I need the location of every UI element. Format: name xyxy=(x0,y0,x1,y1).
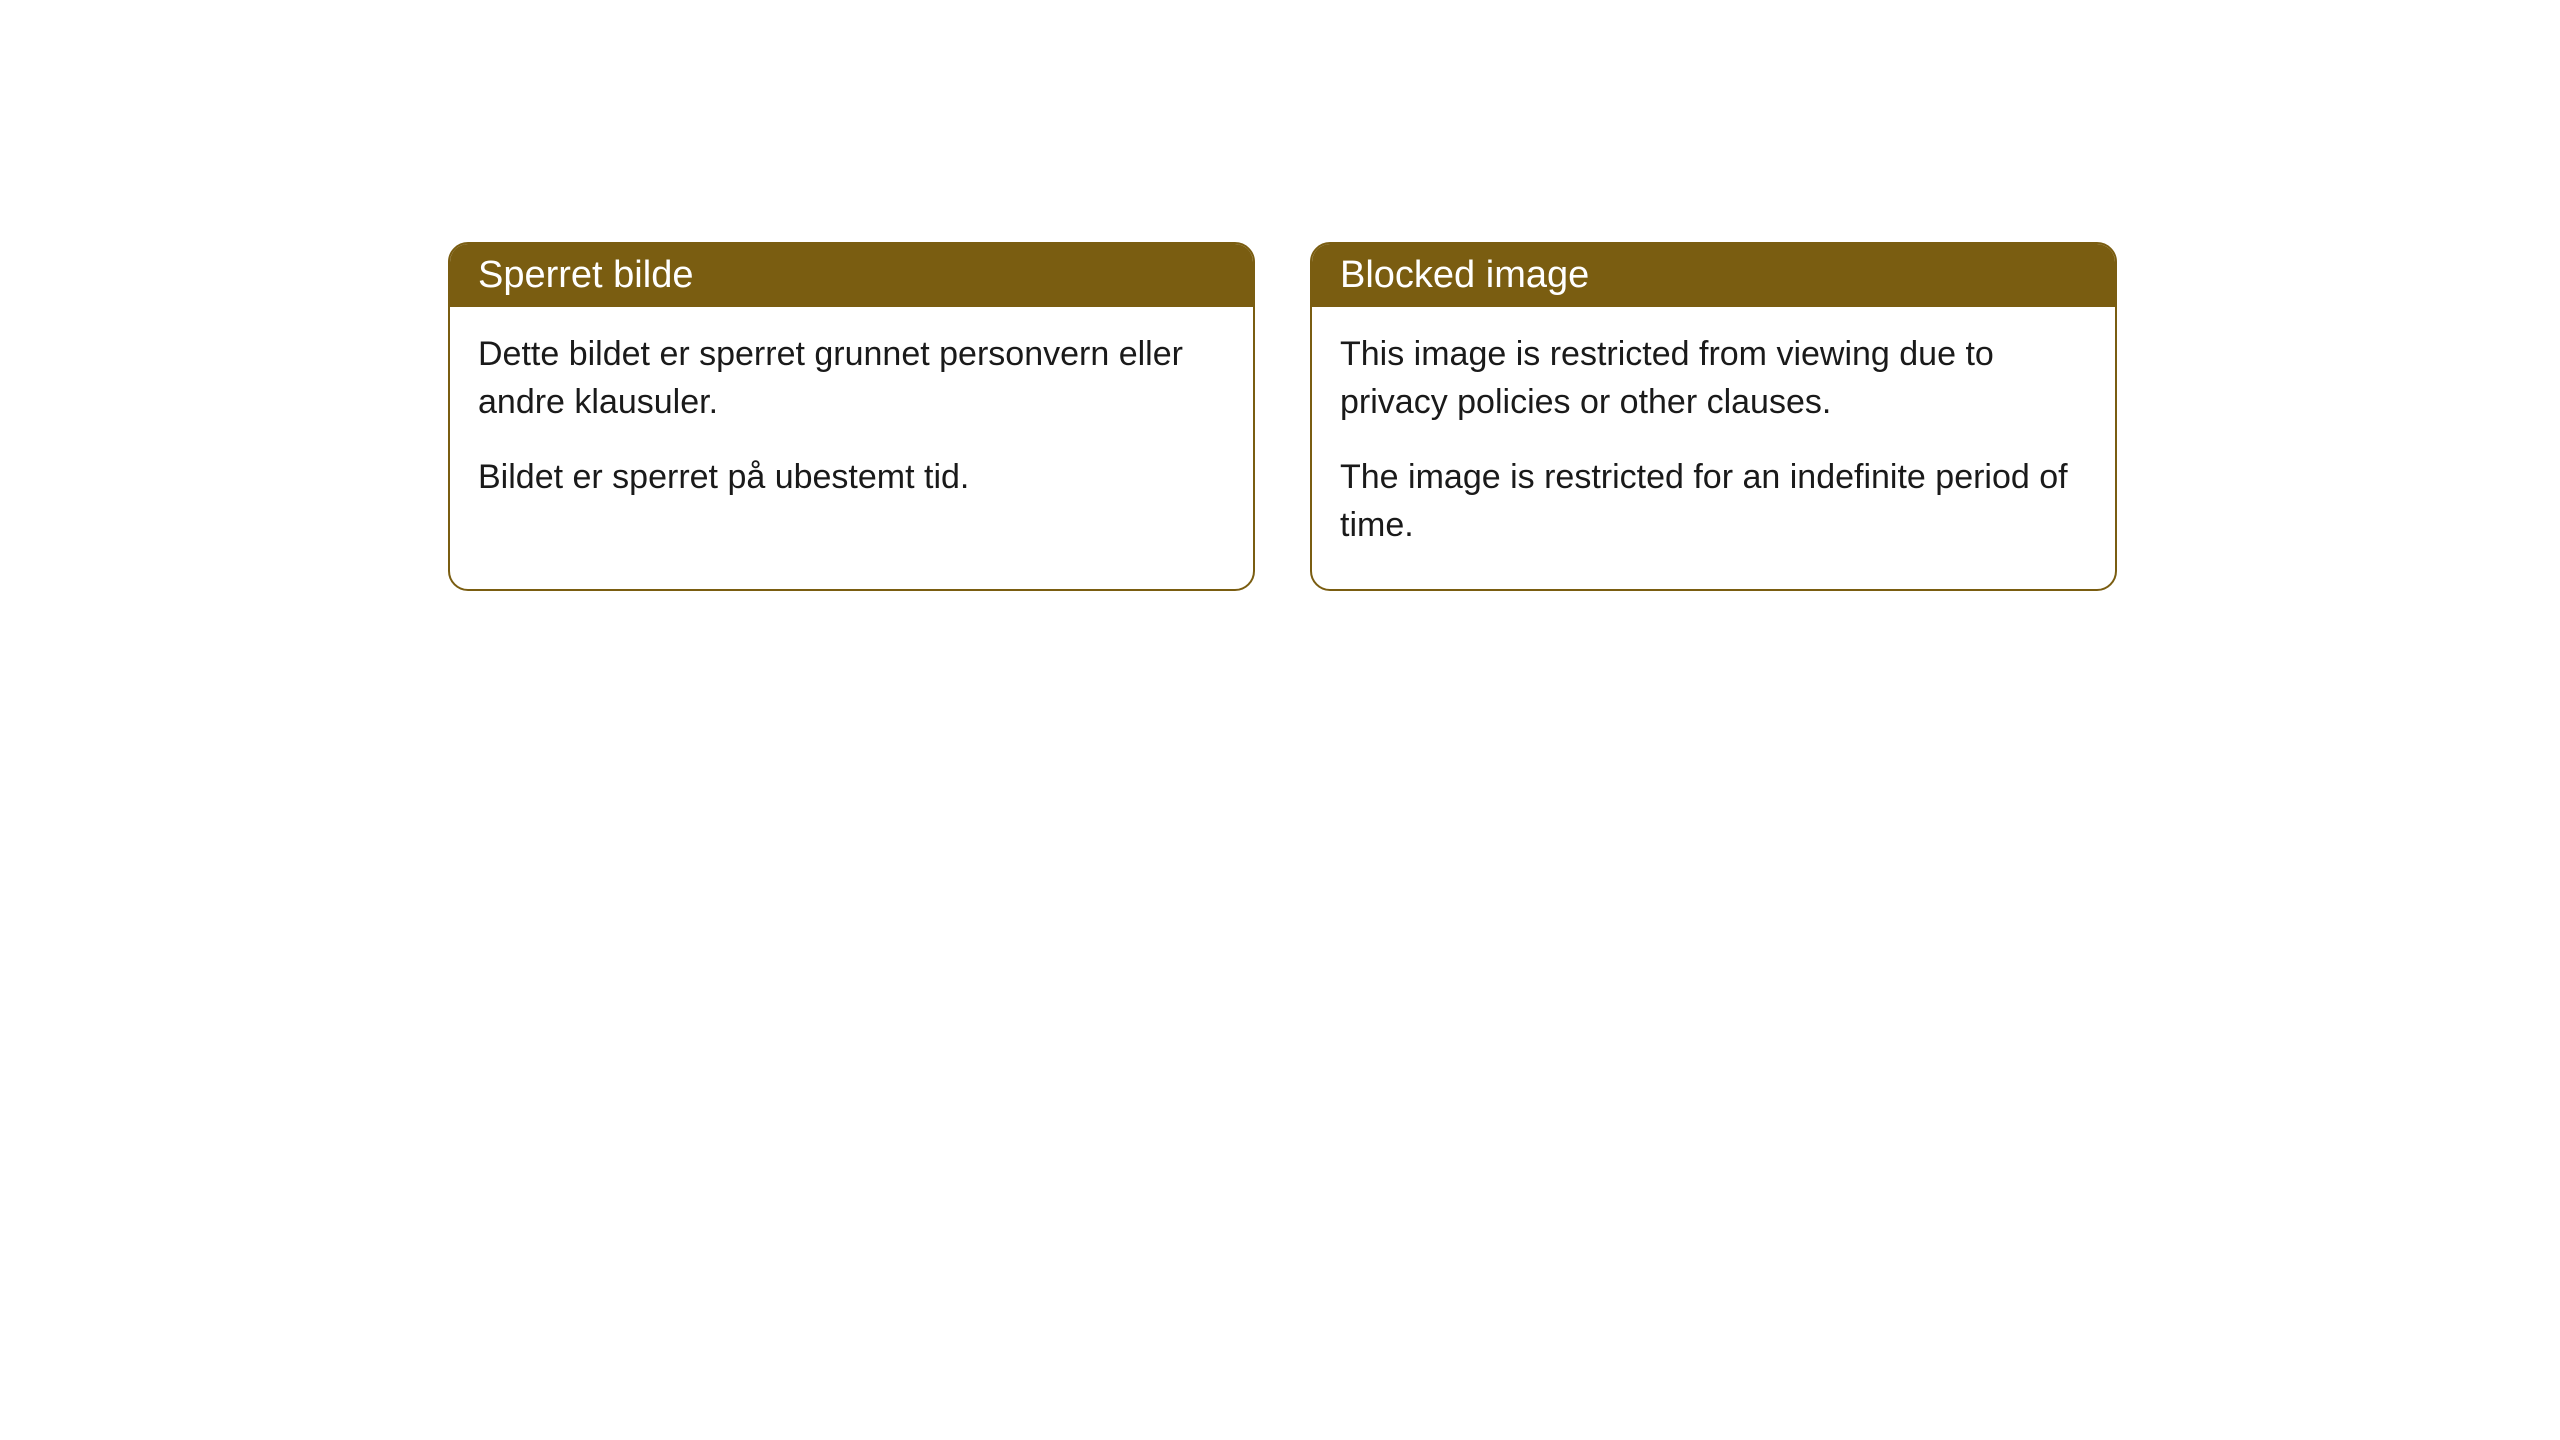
card-body-no: Dette bildet er sperret grunnet personve… xyxy=(450,307,1253,542)
card-paragraph-1-no: Dette bildet er sperret grunnet personve… xyxy=(478,331,1225,426)
card-body-en: This image is restricted from viewing du… xyxy=(1312,307,2115,589)
card-paragraph-1-en: This image is restricted from viewing du… xyxy=(1340,331,2087,426)
card-paragraph-2-no: Bildet er sperret på ubestemt tid. xyxy=(478,454,1225,502)
card-header-no: Sperret bilde xyxy=(450,244,1253,307)
card-paragraph-2-en: The image is restricted for an indefinit… xyxy=(1340,454,2087,549)
blocked-image-card-no: Sperret bilde Dette bildet er sperret gr… xyxy=(448,242,1255,591)
cards-container: Sperret bilde Dette bildet er sperret gr… xyxy=(448,242,2117,591)
card-header-en: Blocked image xyxy=(1312,244,2115,307)
blocked-image-card-en: Blocked image This image is restricted f… xyxy=(1310,242,2117,591)
